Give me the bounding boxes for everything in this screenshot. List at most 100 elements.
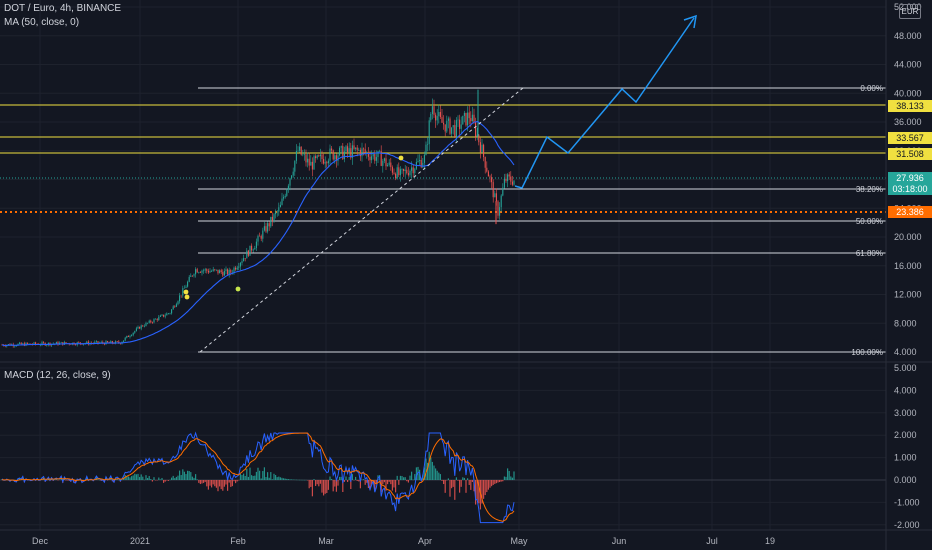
candle-body xyxy=(166,313,168,316)
macd-histogram-bar xyxy=(431,461,433,480)
macd-histogram-bar xyxy=(65,480,67,481)
price-tick-label: 48.000 xyxy=(894,31,922,41)
candle-body xyxy=(465,112,467,126)
candle-body xyxy=(390,162,392,168)
candle-body xyxy=(476,134,478,137)
candle-body xyxy=(355,147,357,149)
macd-histogram-bar xyxy=(180,475,182,480)
price-tick-label: 36.000 xyxy=(894,117,922,127)
macd-histogram-bar xyxy=(235,480,237,484)
macd-histogram-bar xyxy=(393,480,395,488)
candle-body xyxy=(321,154,323,160)
macd-histogram-bar xyxy=(503,476,505,480)
macd-histogram-bar xyxy=(199,480,201,485)
candle-body xyxy=(179,295,181,302)
macd-histogram-bar xyxy=(417,466,419,480)
macd-histogram-bar xyxy=(427,462,429,480)
macd-histogram-bar xyxy=(131,476,133,480)
candle-body xyxy=(502,187,504,196)
time-tick-label: Jun xyxy=(612,536,627,546)
macd-histogram-bar xyxy=(55,479,57,480)
candle-body xyxy=(190,275,192,277)
time-tick-label: 19 xyxy=(765,536,775,546)
macd-histogram-bar xyxy=(241,475,243,480)
candle-body xyxy=(143,325,145,327)
macd-histogram-bar xyxy=(86,476,88,480)
candle-body xyxy=(443,122,445,125)
macd-histogram-bar xyxy=(460,480,462,487)
macd-histogram-bar xyxy=(228,480,230,483)
macd-histogram-bar xyxy=(132,475,134,480)
candle-body xyxy=(35,342,37,344)
currency-label[interactable]: EUR xyxy=(899,4,921,19)
macd-histogram-bar xyxy=(505,476,507,480)
candle-body xyxy=(227,269,229,275)
ma-legend[interactable]: MA (50, close, 0) xyxy=(4,17,80,28)
candle-body xyxy=(20,342,22,345)
candle-body xyxy=(324,162,326,164)
symbol-legend[interactable]: DOT / Euro, 4h, BINANCE xyxy=(4,3,122,14)
macd-histogram-bar xyxy=(486,480,488,493)
macd-histogram-bar xyxy=(350,480,352,490)
macd-histogram-bar xyxy=(214,480,216,487)
candle-body xyxy=(174,306,176,307)
macd-histogram-bar xyxy=(147,478,149,480)
candle-body xyxy=(479,142,481,153)
candle-body xyxy=(195,269,197,275)
candle-body xyxy=(337,155,339,161)
macd-histogram-bar xyxy=(396,475,398,480)
macd-histogram-bar xyxy=(286,478,288,480)
macd-histogram-bar xyxy=(369,480,371,491)
candle-body xyxy=(511,181,513,185)
candle-body xyxy=(273,214,275,222)
candle-body xyxy=(129,336,131,337)
projection-path xyxy=(514,17,695,189)
candle-body xyxy=(447,118,449,121)
macd-histogram-bar xyxy=(451,480,453,489)
macd-histogram-bar xyxy=(276,477,278,480)
candle-body xyxy=(22,343,24,345)
macd-histogram-bar xyxy=(191,476,193,480)
macd-histogram-bar xyxy=(491,480,493,487)
macd-histogram-bar xyxy=(187,470,189,480)
candle-body xyxy=(430,113,432,121)
macd-histogram-bar xyxy=(342,480,344,493)
candle-body xyxy=(211,271,213,272)
time-tick-label: Apr xyxy=(418,536,432,546)
candle-body xyxy=(491,177,493,183)
candle-body xyxy=(327,160,329,164)
macd-histogram-bar xyxy=(207,480,209,490)
candle-body xyxy=(492,182,494,198)
macd-histogram-bar xyxy=(470,480,472,490)
macd-histogram-bar xyxy=(327,480,329,490)
candle-body xyxy=(406,169,408,174)
candle-body xyxy=(460,124,462,129)
macd-tick-label: 0.000 xyxy=(894,475,917,485)
candle-body xyxy=(307,158,309,163)
macd-histogram-bar xyxy=(439,474,441,480)
candle-body xyxy=(124,337,126,341)
macd-histogram-bar xyxy=(246,468,248,480)
fib-retracement[interactable]: 0.00% 38.20% 50.00% 61.80% 100.00% xyxy=(198,84,886,357)
candle-body xyxy=(228,270,230,275)
candle-body xyxy=(158,316,160,321)
macd-histogram-bar xyxy=(343,480,345,482)
macd-histogram-bar xyxy=(455,477,457,480)
candle-body xyxy=(236,267,238,270)
candle-body xyxy=(446,120,448,132)
time-tick-label: May xyxy=(510,536,528,546)
candle-body xyxy=(316,155,318,159)
candle-body xyxy=(150,320,152,323)
macd-histogram-bar xyxy=(63,478,65,480)
candle-body xyxy=(420,160,422,168)
candle-body xyxy=(206,269,208,271)
macd-histogram-bar xyxy=(19,478,21,480)
macd-legend[interactable]: MACD (12, 26, close, 9) xyxy=(4,370,111,381)
macd-histogram-bar xyxy=(467,478,469,480)
macd-histogram-bar xyxy=(468,480,470,485)
macd-histogram-bar xyxy=(347,480,349,483)
macd-histogram-bar xyxy=(447,478,449,480)
chart-overlays[interactable] xyxy=(183,14,697,353)
candle-body xyxy=(252,249,254,251)
